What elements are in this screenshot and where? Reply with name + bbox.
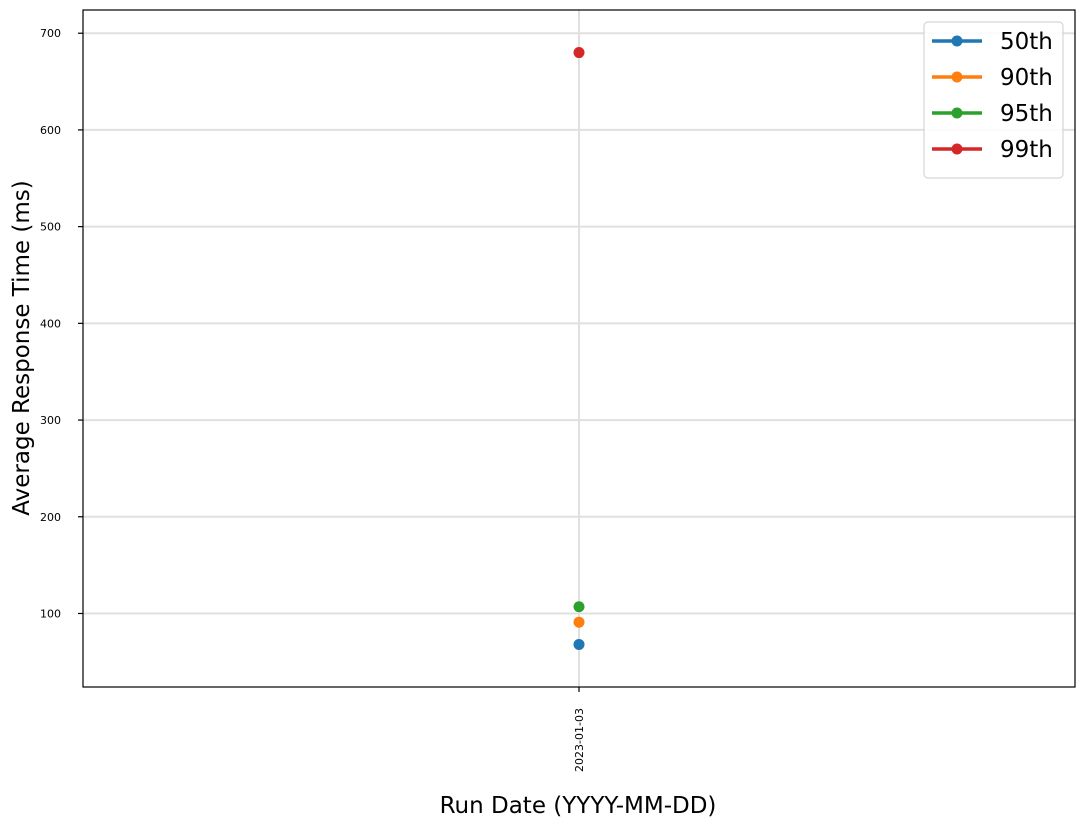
legend-marker — [951, 35, 963, 47]
data-point — [573, 616, 585, 628]
x-axis-label: Run Date (YYYY-MM-DD) — [440, 793, 717, 819]
data-point — [573, 47, 585, 59]
y-tick-label: 300 — [40, 414, 61, 427]
y-axis-label: Average Response Time (ms) — [9, 180, 35, 515]
plot-frame — [82, 9, 1076, 688]
axes: 100 200 300 400 500 600 700 2023-01-03 — [40, 9, 1076, 772]
legend-label: 95th — [1000, 101, 1053, 127]
y-tick-label: 400 — [40, 317, 61, 330]
legend-marker — [951, 107, 963, 119]
legend-marker — [951, 71, 963, 83]
y-tick-label: 700 — [40, 27, 61, 40]
y-tick-label: 100 — [40, 607, 61, 620]
y-tick-label: 200 — [40, 511, 61, 524]
x-tick-label: 2023-01-03 — [573, 708, 586, 772]
legend: 50th 90th 95th 99th — [923, 21, 1064, 179]
legend-marker — [951, 143, 963, 155]
data-point — [573, 638, 585, 650]
legend-label: 90th — [1000, 65, 1053, 91]
y-tick-label: 600 — [40, 124, 61, 137]
data-points — [573, 47, 585, 650]
legend-label: 99th — [1000, 137, 1053, 163]
legend-label: 50th — [1000, 29, 1053, 55]
data-point — [573, 601, 585, 613]
y-tick-label: 500 — [40, 221, 61, 234]
legend-box — [923, 21, 1064, 179]
grid — [83, 10, 1075, 687]
